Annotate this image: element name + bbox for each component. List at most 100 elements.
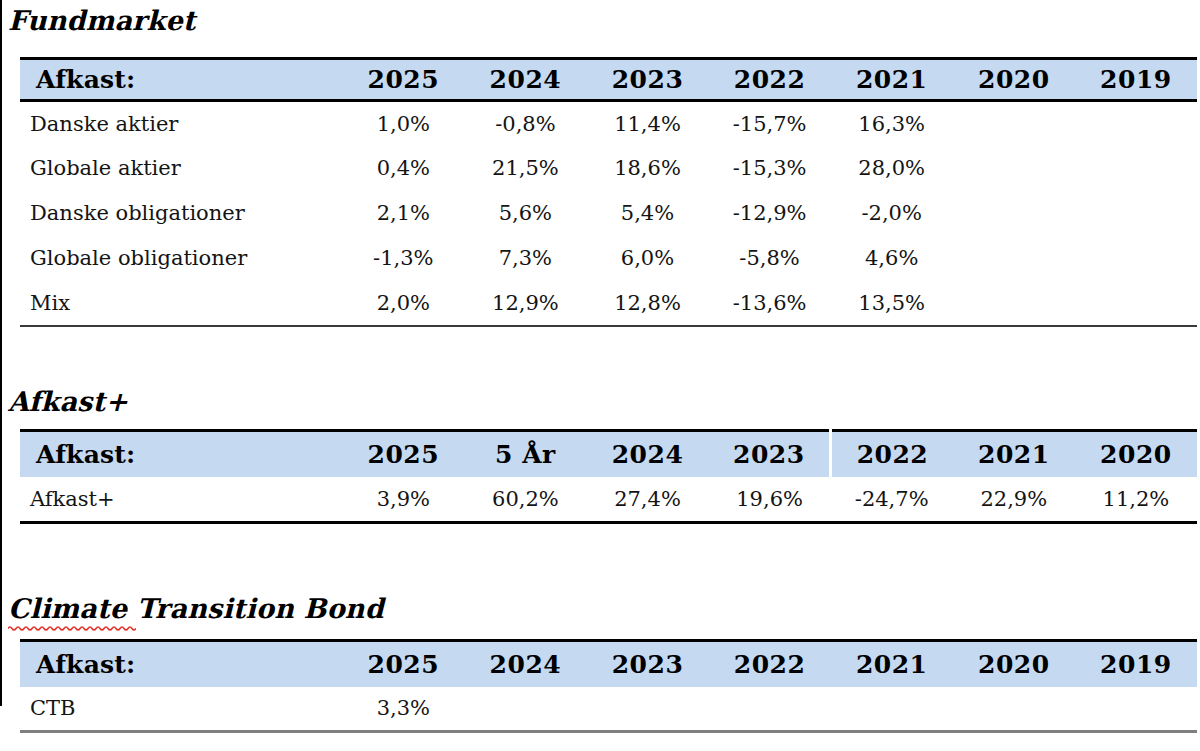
- value-cell: 2,0%: [342, 281, 464, 326]
- page-border-line: [0, 0, 2, 706]
- value-cell: -24,7%: [831, 477, 953, 522]
- climate-transition-bond-table: Afkast: 2025 2024 2023 2022 2021 2020 20…: [20, 639, 1197, 733]
- value-cell: -0,8%: [464, 101, 586, 146]
- value-cell: 11,4%: [586, 101, 708, 146]
- value-cell: 3,9%: [342, 477, 464, 522]
- year-header: 2019: [1075, 640, 1197, 687]
- row-label: Globale aktier: [20, 146, 342, 191]
- value-cell: [953, 281, 1075, 326]
- afkastplus-table: Afkast: 2025 5 År 2024 2023 2022 2021 20…: [20, 429, 1197, 524]
- header-row: Afkast: 2025 5 År 2024 2023 2022 2021 20…: [20, 430, 1197, 477]
- value-cell: 60,2%: [464, 477, 586, 522]
- row-label: CTB: [20, 687, 342, 731]
- fundmarket-table: Afkast: 2025 2024 2023 2022 2021 2020 20…: [20, 57, 1197, 327]
- table-row: CTB 3,3%: [20, 687, 1197, 731]
- year-header: 2021: [831, 59, 953, 101]
- afkast-column-header: Afkast:: [20, 59, 342, 101]
- year-header: 2022: [709, 59, 831, 101]
- section-title-text: Climate Transition Bond: [8, 593, 384, 624]
- value-cell: [831, 687, 953, 731]
- year-header: 2020: [953, 59, 1075, 101]
- table-row: Globale aktier 0,4% 21,5% 18,6% -15,3% 2…: [20, 146, 1197, 191]
- value-cell: [1075, 281, 1197, 326]
- year-header: 2023: [586, 640, 708, 687]
- header-row: Afkast: 2025 2024 2023 2022 2021 2020 20…: [20, 59, 1197, 101]
- year-header: 2021: [831, 640, 953, 687]
- afkast-column-header: Afkast:: [20, 430, 342, 477]
- value-cell: 16,3%: [831, 101, 953, 146]
- year-header: 2022: [831, 430, 953, 477]
- value-cell: [586, 687, 708, 731]
- row-label: Danske obligationer: [20, 191, 342, 236]
- value-cell: -15,3%: [709, 146, 831, 191]
- afkast-column-header: Afkast:: [20, 640, 342, 687]
- value-cell: 12,9%: [464, 281, 586, 326]
- year-header: 2020: [1075, 430, 1197, 477]
- value-cell: [1075, 101, 1197, 146]
- section-title-fundmarket: Fundmarket: [8, 4, 1200, 38]
- value-cell: -13,6%: [709, 281, 831, 326]
- value-cell: 19,6%: [709, 477, 831, 522]
- value-cell: [953, 146, 1075, 191]
- value-cell: 4,6%: [831, 236, 953, 281]
- year-header: 2025: [342, 59, 464, 101]
- value-cell: 12,8%: [586, 281, 708, 326]
- value-cell: 27,4%: [586, 477, 708, 522]
- value-cell: 21,5%: [464, 146, 586, 191]
- year-header: 2019: [1075, 59, 1197, 101]
- document-body: Fundmarket Afkast: 2025 2024 2023 2022 2…: [0, 0, 1200, 733]
- value-cell: [1075, 236, 1197, 281]
- value-cell: [709, 687, 831, 731]
- year-header: 2022: [709, 640, 831, 687]
- year-header: 5 År: [464, 430, 586, 477]
- value-cell: -2,0%: [831, 191, 953, 236]
- value-cell: 18,6%: [586, 146, 708, 191]
- header-row: Afkast: 2025 2024 2023 2022 2021 2020 20…: [20, 640, 1197, 687]
- row-label: Mix: [20, 281, 342, 326]
- year-header: 2025: [342, 640, 464, 687]
- value-cell: [953, 101, 1075, 146]
- spellcheck-underline-icon: [8, 625, 136, 631]
- value-cell: 3,3%: [342, 687, 464, 731]
- year-header: 2023: [586, 59, 708, 101]
- year-header: 2024: [464, 640, 586, 687]
- year-header: 2024: [586, 430, 708, 477]
- value-cell: 0,4%: [342, 146, 464, 191]
- value-cell: [1075, 687, 1197, 731]
- year-header: 2020: [953, 640, 1075, 687]
- table-row: Afkast+ 3,9% 60,2% 27,4% 19,6% -24,7% 22…: [20, 477, 1197, 522]
- section-title-climate-transition-bond: Climate Transition Bond: [8, 592, 1200, 626]
- value-cell: [464, 687, 586, 731]
- row-label: Danske aktier: [20, 101, 342, 146]
- value-cell: [1075, 146, 1197, 191]
- value-cell: 22,9%: [953, 477, 1075, 522]
- value-cell: 2,1%: [342, 191, 464, 236]
- value-cell: -12,9%: [709, 191, 831, 236]
- value-cell: 11,2%: [1075, 477, 1197, 522]
- value-cell: -1,3%: [342, 236, 464, 281]
- value-cell: 1,0%: [342, 101, 464, 146]
- table-row: Mix 2,0% 12,9% 12,8% -13,6% 13,5%: [20, 281, 1197, 326]
- value-cell: -5,8%: [709, 236, 831, 281]
- value-cell: [953, 191, 1075, 236]
- year-header: 2021: [953, 430, 1075, 477]
- value-cell: [953, 236, 1075, 281]
- year-header: 2024: [464, 59, 586, 101]
- row-label: Afkast+: [20, 477, 342, 522]
- value-cell: 6,0%: [586, 236, 708, 281]
- value-cell: 13,5%: [831, 281, 953, 326]
- value-cell: 28,0%: [831, 146, 953, 191]
- value-cell: 5,4%: [586, 191, 708, 236]
- year-header: 2025: [342, 430, 464, 477]
- table-row: Globale obligationer -1,3% 7,3% 6,0% -5,…: [20, 236, 1197, 281]
- value-cell: [953, 687, 1075, 731]
- row-label: Globale obligationer: [20, 236, 342, 281]
- value-cell: [1075, 191, 1197, 236]
- year-header: 2023: [709, 430, 831, 477]
- value-cell: -15,7%: [709, 101, 831, 146]
- value-cell: 5,6%: [464, 191, 586, 236]
- section-title-afkastplus: Afkast+: [8, 385, 1200, 419]
- table-row: Danske aktier 1,0% -0,8% 11,4% -15,7% 16…: [20, 101, 1197, 146]
- value-cell: 7,3%: [464, 236, 586, 281]
- table-row: Danske obligationer 2,1% 5,6% 5,4% -12,9…: [20, 191, 1197, 236]
